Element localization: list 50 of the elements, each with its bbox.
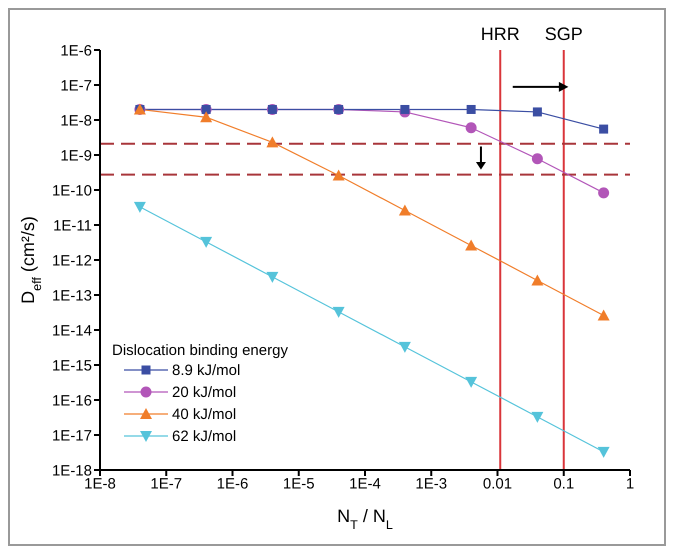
legend-label: 40 kJ/mol	[172, 406, 236, 422]
point	[465, 376, 478, 388]
ref-line-label: HRR	[480, 24, 520, 44]
point	[200, 236, 212, 248]
y-tick-label: 1E-17	[52, 427, 92, 444]
x-tick-label: 1E-4	[349, 476, 381, 493]
legend-label: 8.9 kJ/mol	[172, 362, 240, 378]
x-tick-label: 0.1	[553, 476, 574, 493]
point	[400, 104, 410, 114]
point	[598, 446, 610, 458]
point	[531, 412, 544, 423]
point	[134, 202, 146, 213]
x-tick-label: 1	[626, 476, 634, 493]
y-tick-label: 1E-8	[60, 112, 92, 130]
legend-label: 62 kJ/mol	[172, 428, 236, 444]
point	[466, 104, 476, 114]
point	[532, 107, 542, 116]
point	[466, 122, 477, 134]
y-tick-label: 1E-11	[53, 217, 92, 234]
point	[332, 306, 345, 318]
point	[200, 111, 212, 122]
x-tick-label: 1E-7	[150, 476, 182, 493]
legend-title: Dislocation binding energy	[112, 342, 288, 359]
y-tick-label: 1E-10	[52, 182, 92, 200]
x-tick-label: 1E-6	[216, 476, 248, 493]
point	[532, 153, 543, 164]
x-axis-title: N$_{T}$ / N$_{L}$	[337, 506, 393, 532]
y-tick-label: 1E-15	[52, 357, 92, 374]
point	[266, 272, 278, 283]
ref-line-label: SGP	[544, 24, 583, 44]
x-tick-label: 1E-5	[282, 476, 315, 493]
point	[531, 274, 544, 286]
point	[266, 136, 278, 148]
y-tick-label: 1E-13	[52, 287, 92, 304]
y-tick-label: 1E-7	[60, 77, 92, 94]
point	[599, 124, 608, 134]
x-tick-label: 1E-3	[415, 476, 448, 493]
y-tick-label: 1E-14	[52, 322, 92, 340]
point	[398, 342, 411, 353]
legend-label: 20 kJ/mol	[172, 384, 236, 400]
point	[398, 204, 411, 216]
point	[598, 187, 610, 198]
y-tick-label: 1E-16	[52, 392, 92, 410]
point	[598, 309, 610, 320]
y-tick-label: 1E-9	[60, 147, 92, 164]
y-tick-label: 1E-12	[52, 252, 92, 270]
y-tick-label: 1E-6	[60, 42, 92, 60]
point	[332, 169, 345, 180]
x-tick-label: 0.01	[482, 476, 512, 493]
point	[465, 239, 478, 250]
